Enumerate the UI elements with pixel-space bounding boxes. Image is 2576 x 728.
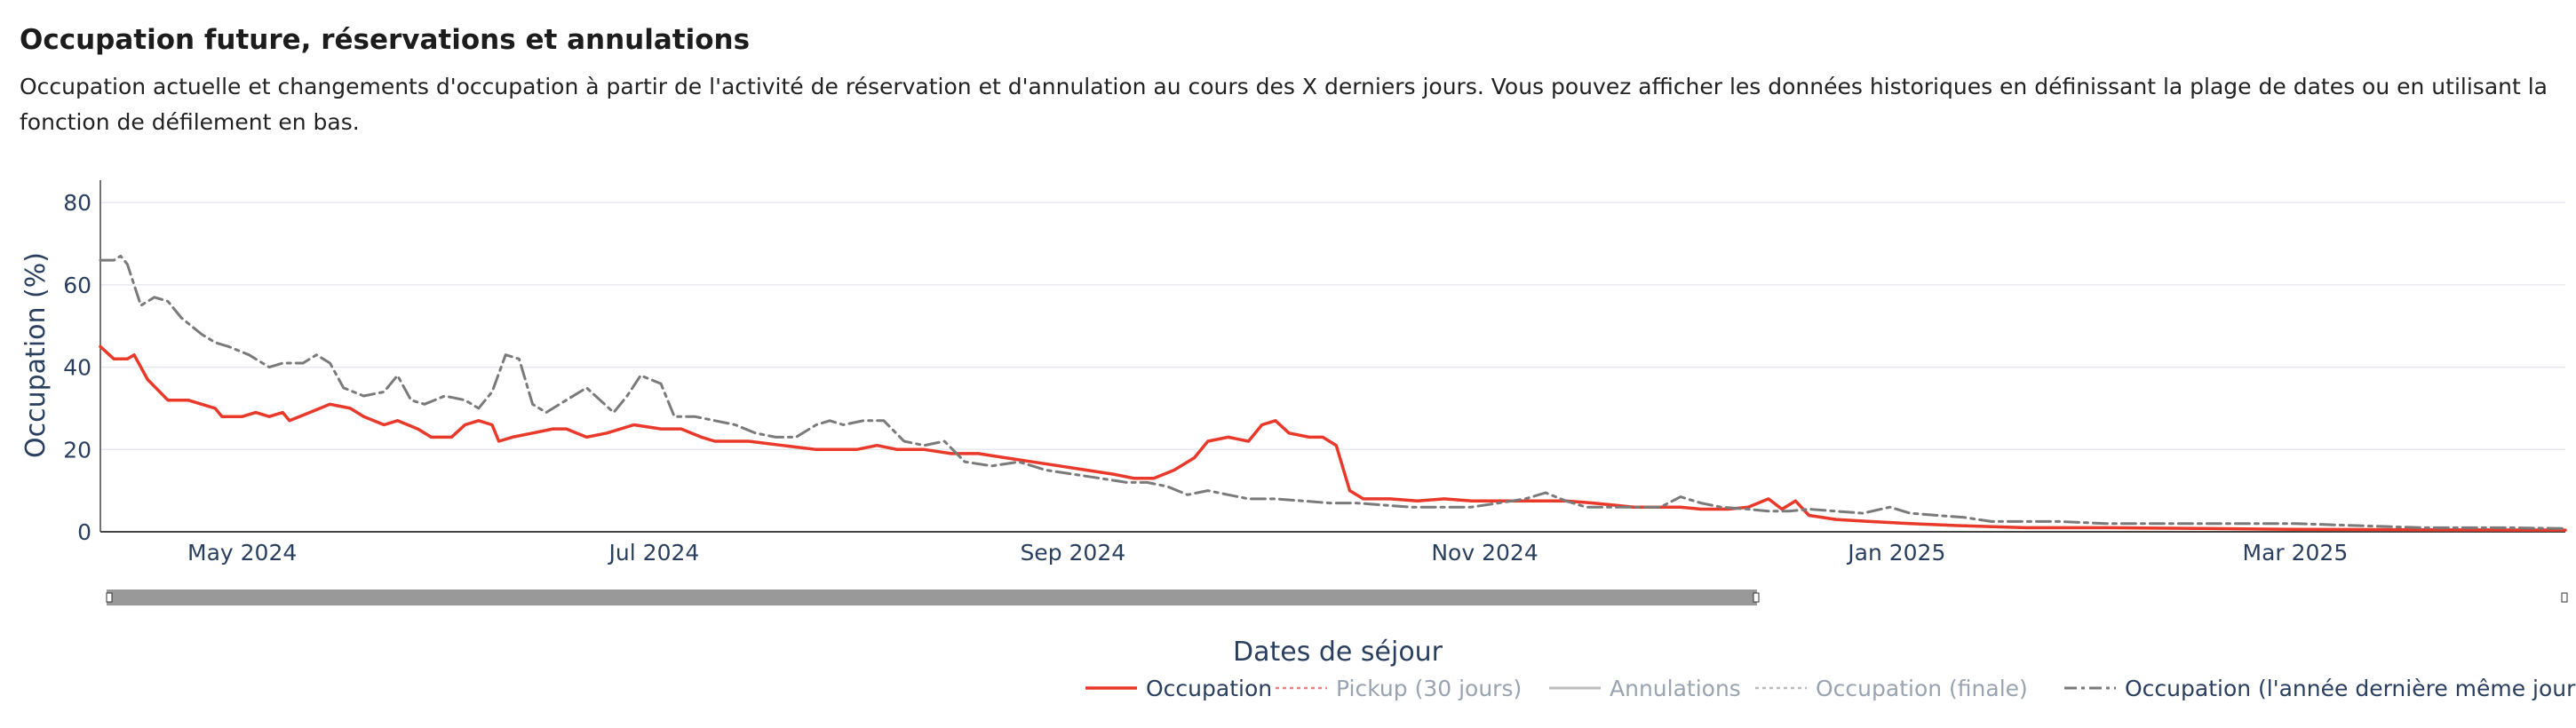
legend-item[interactable]: Pickup (30 jours) [1276, 676, 1522, 701]
axis-layer: 0 20 40 60 80 May 2024 Jul 2024 Sep 2024 Nov 202… [63, 180, 2565, 566]
x-tick-label: Nov 2024 [1431, 540, 1538, 566]
series-occupation [99, 344, 2567, 532]
legend-label: Occupation [1146, 676, 1272, 701]
legend-label: Occupation (l'année dernière même jour) [2125, 676, 2576, 701]
y-tick-label: 60 [63, 273, 91, 298]
x-axis-title: Dates de séjour [1233, 637, 1443, 668]
y-tick-label: 40 [63, 355, 91, 381]
legend-item[interactable]: Occupation [1085, 676, 1272, 701]
legend-label: Annulations [1610, 676, 1741, 701]
chart-title: Occupation future, réservations et annul… [20, 24, 751, 56]
range-slider-end-handle[interactable] [2561, 592, 2568, 603]
legend-item[interactable]: Occupation (l'année dernière même jour) [2064, 676, 2576, 701]
x-tick-label: Sep 2024 [1020, 540, 1125, 566]
series-layer[interactable] [99, 254, 2567, 532]
y-tick-label: 80 [63, 190, 91, 216]
legend[interactable]: Occupation Pickup (30 jours) Annulations Oc… [1085, 676, 2576, 701]
range-slider-handle-left[interactable] [106, 592, 113, 603]
series-occupation-last-year [99, 254, 2567, 530]
chart-description: Occupation actuelle et changements d'occ… [20, 74, 2548, 135]
x-tick-label: May 2024 [187, 540, 297, 566]
chart-card-header: Occupation future, réservations et annul… [20, 20, 2551, 140]
y-tick-label: 20 [63, 437, 91, 463]
grid-layer [100, 202, 2565, 451]
legend-item[interactable]: Occupation (finale) [1755, 676, 2028, 701]
range-slider-handle-right[interactable] [1753, 592, 1760, 603]
y-tick-label: 0 [77, 519, 91, 545]
x-tick-label: Jul 2024 [608, 540, 700, 566]
y-axis-title: Occupation (%) [20, 252, 52, 458]
x-tick-label: Mar 2025 [2243, 540, 2349, 566]
x-tick-label: Jan 2025 [1846, 540, 1945, 566]
legend-label: Occupation (finale) [1816, 676, 2028, 701]
range-slider-window[interactable] [107, 590, 1757, 605]
legend-label: Pickup (30 jours) [1336, 676, 1522, 701]
legend-item[interactable]: Annulations [1549, 676, 1741, 701]
